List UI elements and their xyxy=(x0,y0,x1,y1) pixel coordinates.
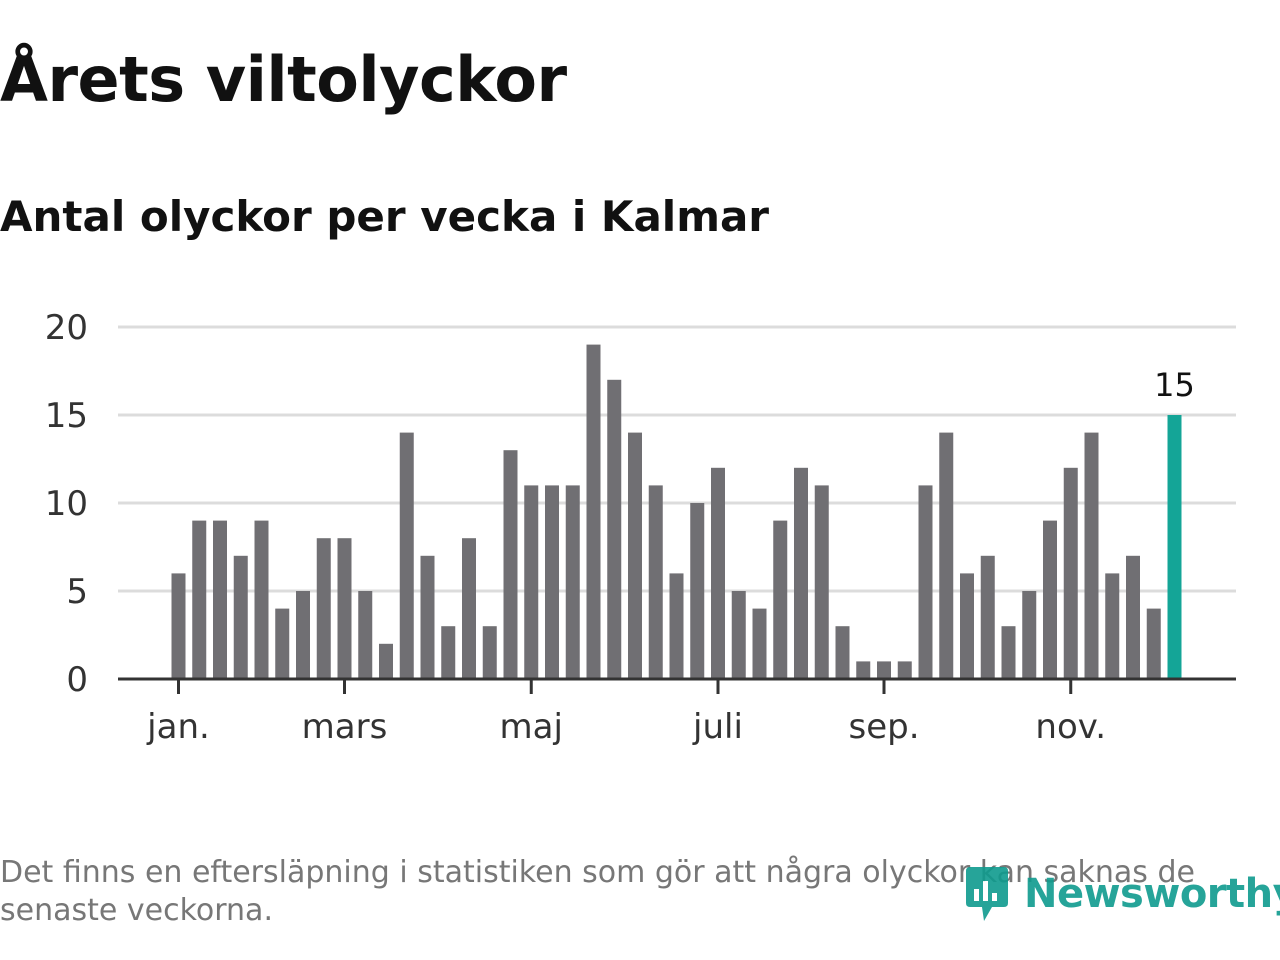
bar xyxy=(648,485,663,679)
newsworthy-logo-icon xyxy=(966,867,1008,921)
x-tick-label: sep. xyxy=(848,707,919,747)
x-axis-ticks: jan. mars maj juli sep. nov. xyxy=(146,679,1106,747)
x-tick-label: mars xyxy=(302,707,388,747)
bar xyxy=(379,643,393,679)
bar xyxy=(545,485,559,679)
bar xyxy=(960,573,974,679)
y-tick-label: 0 xyxy=(66,660,88,700)
bar xyxy=(420,555,435,679)
bar xyxy=(565,485,580,679)
bar xyxy=(980,555,995,679)
bar xyxy=(752,608,767,679)
x-tick-label: maj xyxy=(500,707,563,747)
bar-chart: 0 5 10 15 20 jan. mars maj juli sep. nov. 15 xyxy=(45,308,1236,747)
bar xyxy=(254,520,269,679)
bar xyxy=(1146,608,1161,679)
bar xyxy=(171,573,186,679)
bar xyxy=(794,467,808,679)
newsworthy-wordmark: Newsworthy xyxy=(1024,871,1280,917)
bar xyxy=(814,485,829,679)
bar xyxy=(877,661,891,679)
bar xyxy=(524,485,539,679)
bar xyxy=(586,344,601,679)
bar xyxy=(628,432,642,679)
bar xyxy=(1105,573,1120,679)
bar xyxy=(482,626,497,679)
bar xyxy=(607,379,622,679)
bar-highlight xyxy=(1167,415,1182,679)
bar xyxy=(192,520,207,679)
annotations: 15 xyxy=(1154,366,1195,404)
x-tick-label: jan. xyxy=(146,707,210,747)
x-tick-label: nov. xyxy=(1035,707,1106,747)
bar xyxy=(275,608,290,679)
bar xyxy=(918,485,933,679)
bar xyxy=(296,591,310,679)
bar xyxy=(1084,432,1099,679)
bar xyxy=(399,432,414,679)
x-tick-label: juli xyxy=(692,707,743,747)
bar xyxy=(1063,467,1078,679)
bar xyxy=(233,555,248,679)
chart-subtitle: Antal olyckor per vecka i Kalmar xyxy=(0,192,770,241)
bar xyxy=(773,520,788,679)
y-tick-label: 20 xyxy=(45,308,88,348)
bar xyxy=(1043,520,1057,679)
bar xyxy=(856,661,871,679)
highlight-value-label: 15 xyxy=(1154,366,1195,404)
bar xyxy=(316,538,331,679)
bars xyxy=(171,344,1182,679)
bar xyxy=(358,591,373,679)
bar xyxy=(669,573,684,679)
bar xyxy=(1022,591,1037,679)
y-tick-label: 5 xyxy=(66,572,88,612)
bar xyxy=(503,450,518,679)
bar xyxy=(462,538,476,679)
bar xyxy=(1126,555,1140,679)
bar xyxy=(711,467,725,679)
chart-title: Årets viltolyckor xyxy=(0,43,567,116)
bar xyxy=(731,591,746,679)
bar xyxy=(690,503,705,679)
bar xyxy=(441,626,456,679)
bar xyxy=(897,661,912,679)
bar xyxy=(337,538,352,679)
bar xyxy=(939,432,954,679)
y-tick-label: 15 xyxy=(45,396,88,436)
bar xyxy=(835,626,850,679)
y-axis-ticks: 0 5 10 15 20 xyxy=(45,308,88,700)
y-tick-label: 10 xyxy=(45,484,88,524)
newsworthy-logo: Newsworthy xyxy=(962,862,1280,926)
bar xyxy=(213,520,227,679)
bar xyxy=(1001,626,1016,679)
